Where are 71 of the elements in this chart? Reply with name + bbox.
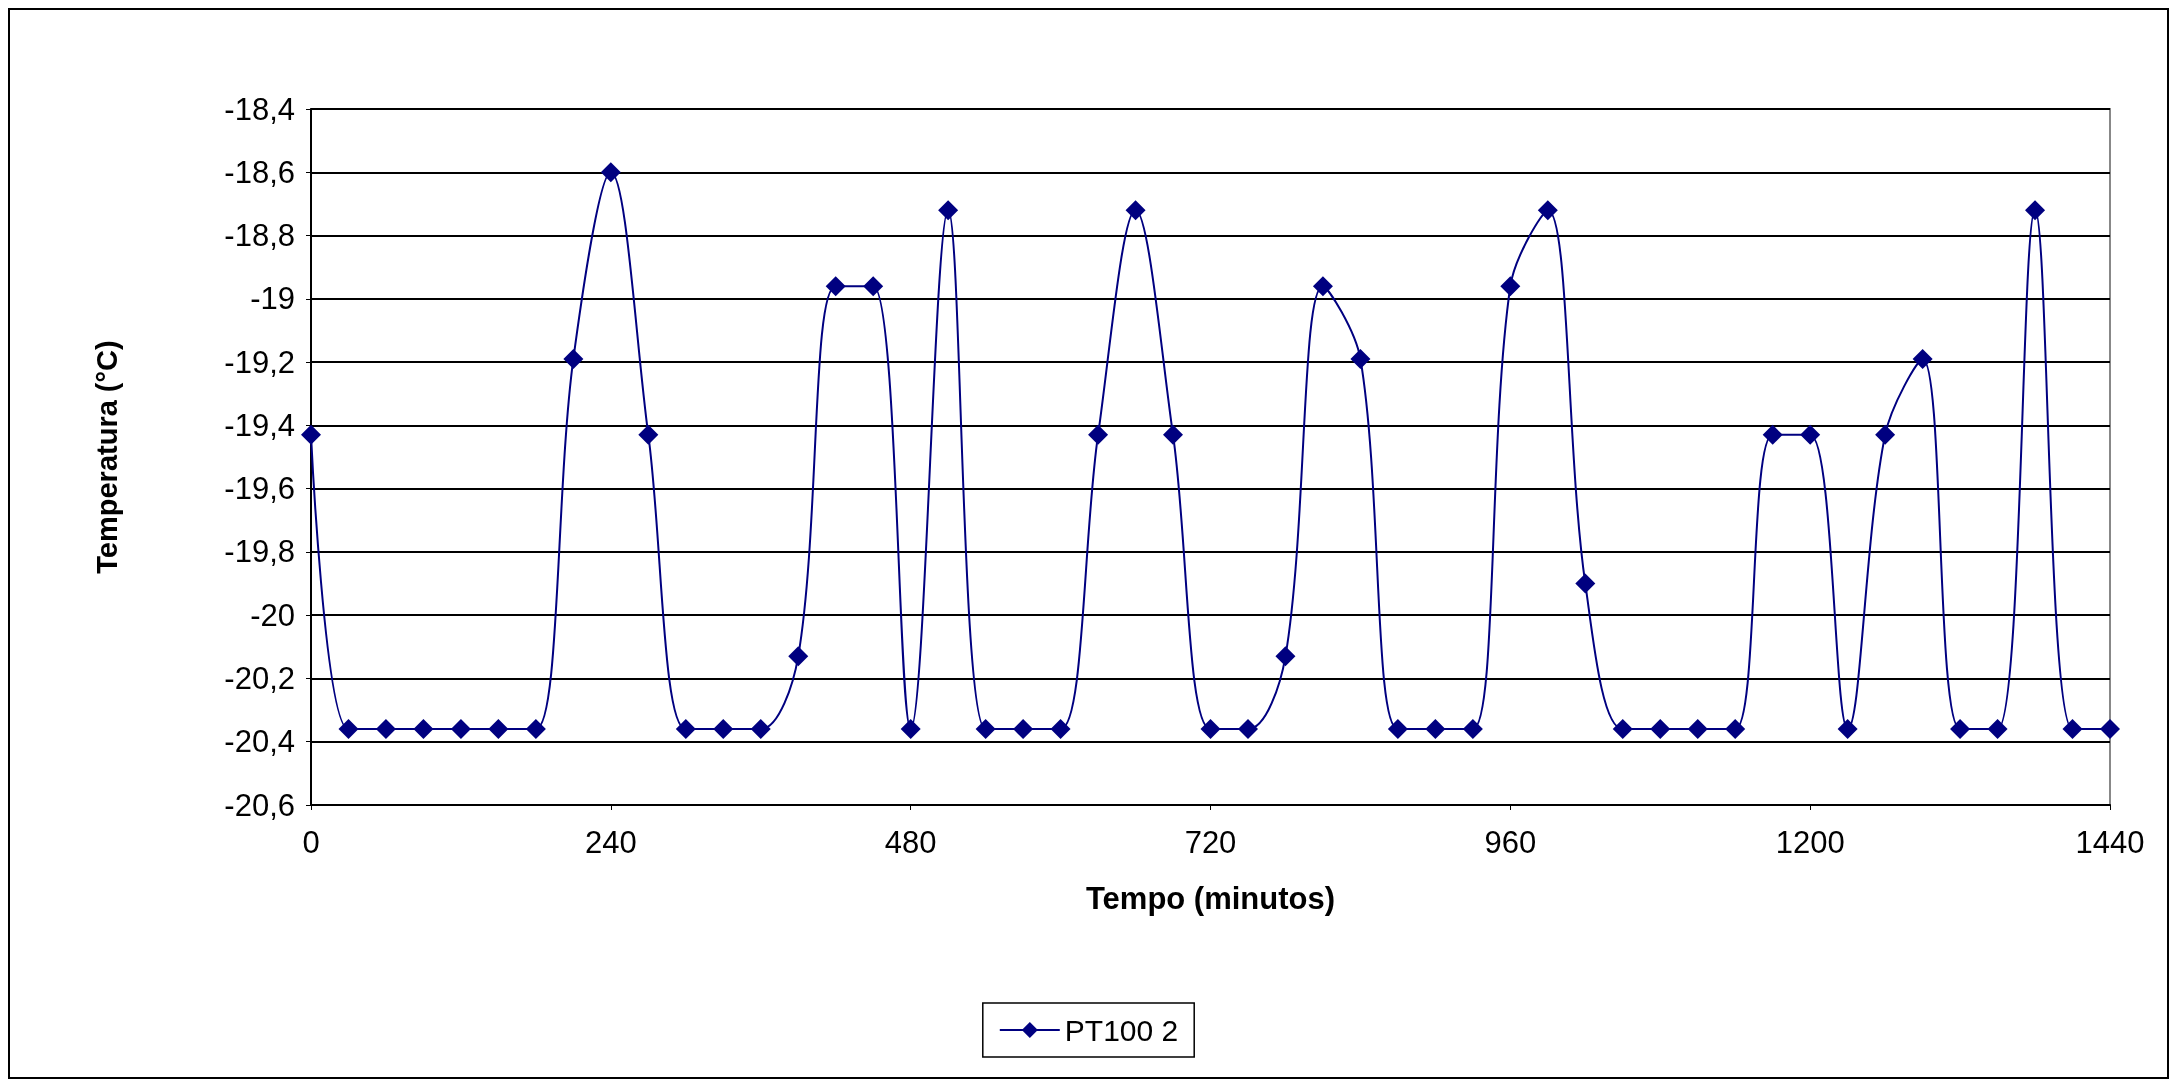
point (1312, 276, 1333, 297)
point (1425, 719, 1446, 740)
x-tick-label: 1200 (1775, 825, 1845, 860)
point (1575, 573, 1596, 594)
point (1350, 348, 1371, 369)
point (1500, 276, 1521, 297)
y-tick-label: -20,4 (224, 724, 295, 760)
point (301, 424, 321, 445)
point (1163, 424, 1184, 445)
y-tick-label: -20,6 (224, 787, 295, 823)
y-tick-label: -18,6 (224, 154, 295, 190)
y-tick-label: -20 (250, 597, 295, 633)
point (675, 719, 696, 740)
point (638, 424, 659, 445)
point (1387, 719, 1408, 740)
point (1050, 719, 1071, 740)
point (713, 719, 734, 740)
point (938, 200, 959, 221)
y-tick-label: -19 (250, 281, 295, 317)
point (1650, 719, 1671, 740)
point (1612, 719, 1633, 740)
x-tick-label: 0 (302, 825, 320, 860)
point (488, 719, 509, 740)
x-tick-label: 240 (584, 825, 637, 860)
point (1687, 719, 1708, 740)
point (863, 276, 884, 297)
y-tick-label: -19,4 (224, 407, 295, 443)
legend-label: PT100 2 (1064, 1013, 1179, 1047)
x-axis-title: Tempo (minutos) (1085, 881, 1336, 916)
y-axis-title: Temperatura (°C) (90, 340, 123, 574)
point (1875, 424, 1896, 445)
point (900, 719, 921, 740)
point (1537, 200, 1558, 221)
point (1237, 719, 1258, 740)
point (1950, 719, 1971, 740)
point (1200, 719, 1221, 740)
point (2025, 200, 2046, 221)
point (788, 646, 809, 667)
point (2062, 719, 2083, 740)
point (413, 719, 434, 740)
x-tick-label: 480 (884, 825, 937, 860)
point (1762, 424, 1783, 445)
y-tick-label: -19,6 (224, 471, 295, 507)
point (1088, 424, 1109, 445)
y-tick-label: -19,8 (224, 534, 295, 570)
point (600, 162, 621, 183)
x-tick-label: 720 (1184, 825, 1237, 860)
point (338, 719, 359, 740)
point (1125, 200, 1146, 221)
y-tick-label: -19,2 (224, 344, 295, 380)
point (1987, 719, 2008, 740)
point (750, 719, 771, 740)
x-tick-label: 960 (1484, 825, 1537, 860)
y-tick-label: -18,4 (224, 91, 295, 127)
point (825, 276, 846, 297)
y-tick-label: -18,8 (224, 218, 295, 254)
point (1462, 719, 1483, 740)
point (450, 719, 471, 740)
point (375, 719, 396, 740)
point (1837, 719, 1858, 740)
point (1013, 719, 1034, 740)
point (525, 719, 546, 740)
y-tick-label: -20,2 (224, 660, 295, 696)
point (1275, 646, 1296, 667)
x-tick-label: 1440 (2075, 825, 2145, 860)
point (975, 719, 996, 740)
point (1912, 348, 1933, 369)
point (1725, 719, 1746, 740)
point (2100, 719, 2120, 740)
point (563, 348, 584, 369)
point (1800, 424, 1821, 445)
